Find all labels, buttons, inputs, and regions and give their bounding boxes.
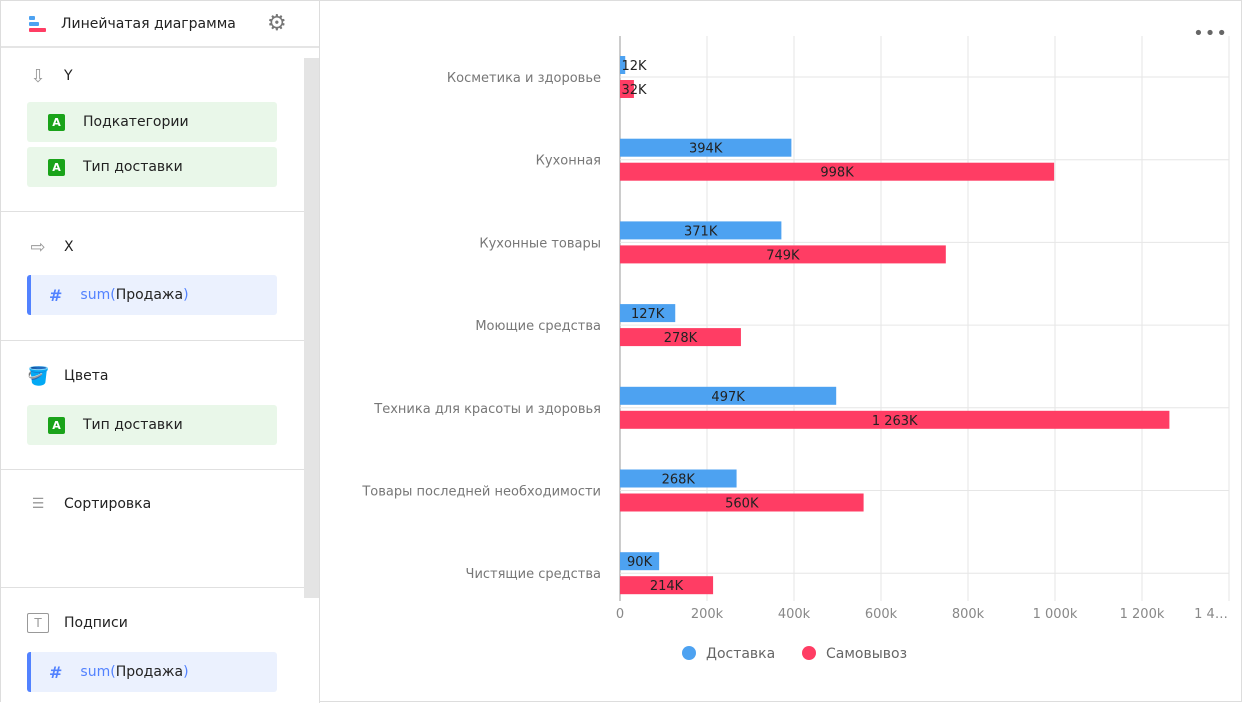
field-function: sum( — [80, 287, 116, 303]
x-tick-label: 1 000k — [1033, 607, 1078, 622]
category-label: Косметика и здоровье — [447, 71, 601, 86]
section-labels: T Подписи # sum(Продажа) — [1, 588, 319, 703]
x-tick-label: 1 4… — [1194, 607, 1228, 622]
visualization-header: Линейчатая диаграмма ⚙ — [1, 1, 319, 48]
bar-chart: 0 200k 400k 600k 800k 1 000k 1 200k 1 4… Космети… — [361, 36, 1230, 662]
category-label: Техника для красоты и здоровья — [373, 402, 601, 417]
arrow-right-icon: ⇨ — [30, 236, 46, 258]
measure-icon: # — [49, 662, 63, 682]
bar — [620, 576, 714, 595]
data-label: 32K — [621, 83, 647, 98]
field-pill[interactable]: A Тип доставки — [27, 147, 277, 187]
field-function-close: ) — [183, 664, 189, 680]
data-label: 394K — [689, 142, 723, 157]
scrollbar[interactable] — [304, 58, 319, 598]
section-title: Сортировка — [64, 496, 152, 512]
dimension-icon: A — [48, 113, 65, 131]
data-label: 268K — [662, 473, 696, 488]
legend-marker — [682, 646, 696, 660]
x-tick-label: 1 200k — [1120, 607, 1165, 622]
category-label: Чистящие средства — [466, 567, 601, 582]
section-title: Цвета — [64, 368, 109, 384]
visualization-title[interactable]: Линейчатая диаграмма — [61, 15, 236, 32]
data-label: 749K — [766, 248, 800, 263]
field-label: Подкатегории — [83, 114, 189, 130]
bar — [620, 138, 792, 157]
field-pill[interactable]: A Тип доставки — [27, 405, 277, 445]
category-label: Товары последней необходимости — [361, 485, 601, 500]
bar — [620, 552, 660, 571]
category-label: Моющие средства — [475, 319, 601, 334]
sort-icon: ☰ — [31, 496, 45, 512]
bar — [620, 56, 626, 74]
field-pill[interactable]: # sum(Продажа) — [27, 275, 277, 315]
x-tick-label: 200k — [691, 607, 724, 622]
category-label: Кухонные товары — [479, 236, 601, 251]
data-label: 1 263K — [872, 414, 918, 429]
bar — [620, 386, 837, 405]
section-title: Подписи — [64, 615, 128, 631]
legend-item: Доставка — [706, 646, 775, 662]
data-label: 12K — [621, 59, 647, 74]
category-label: Кухонная — [536, 154, 601, 169]
section-title: Y — [64, 68, 73, 84]
more-icon[interactable]: ••• — [1193, 23, 1228, 44]
field-label: Тип доставки — [83, 417, 183, 433]
field-label: Тип доставки — [83, 159, 183, 175]
data-label: 90K — [627, 555, 653, 570]
bar — [620, 469, 737, 488]
bar-chart-icon — [29, 15, 47, 33]
chart-area: ••• 0 200k 400k 600k 800k 1 000k 1 200k 1 4… Кос… — [321, 1, 1242, 703]
legend-item: Самовывоз — [826, 646, 907, 662]
bar — [620, 221, 782, 240]
field-pill[interactable]: A Подкатегории — [27, 102, 277, 142]
field-pill[interactable]: # sum(Продажа) — [27, 652, 277, 692]
arrow-down-icon: ⇩ — [30, 65, 46, 87]
data-label: 127K — [631, 307, 665, 322]
gear-icon[interactable]: ⚙ — [267, 11, 287, 36]
bar — [620, 493, 864, 512]
field-function-close: ) — [183, 287, 189, 303]
data-label: 214K — [650, 579, 684, 594]
x-tick-label: 0 — [616, 607, 624, 622]
section-title: X — [64, 239, 74, 255]
sidebar: Линейчатая диаграмма ⚙ ⇩ Y A Подкатегории … — [1, 1, 320, 703]
field-function: sum( — [80, 664, 116, 680]
bar — [620, 80, 634, 98]
data-label: 998K — [820, 166, 854, 181]
x-tick-label: 400k — [778, 607, 811, 622]
x-tick-label: 600k — [865, 607, 898, 622]
section-y: ⇩ Y A Подкатегории A Тип доставки — [1, 50, 304, 212]
paint-bucket-icon: 🪣 — [27, 365, 50, 387]
data-label: 371K — [684, 224, 718, 239]
measure-icon: # — [49, 285, 63, 305]
section-x: ⇨ X # sum(Продажа) — [1, 212, 304, 341]
bar — [620, 410, 1170, 429]
legend-marker — [802, 646, 816, 660]
bar — [620, 304, 676, 323]
dimension-icon: A — [48, 158, 65, 176]
data-label: 497K — [711, 390, 745, 405]
bar — [620, 162, 1055, 181]
x-tick-label: 800k — [952, 607, 985, 622]
dimension-icon: A — [48, 416, 65, 434]
data-label: 560K — [725, 497, 759, 512]
bar — [620, 328, 741, 347]
data-label: 278K — [664, 331, 698, 346]
bar — [620, 245, 946, 264]
section-sort: ☰ Сортировка — [1, 470, 304, 588]
text-icon: T — [27, 613, 49, 633]
section-colors: 🪣 Цвета A Тип доставки — [1, 341, 304, 470]
field-label: Продажа — [115, 664, 184, 680]
field-label: Продажа — [115, 287, 184, 303]
